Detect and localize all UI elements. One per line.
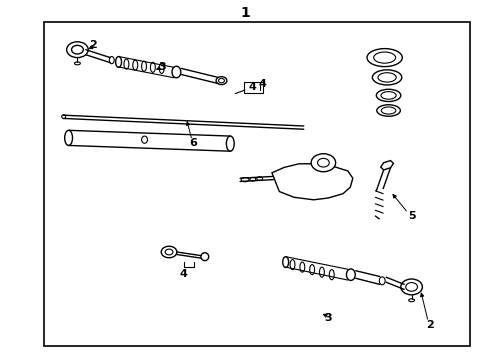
Polygon shape [272,164,353,200]
Ellipse shape [172,66,181,78]
Ellipse shape [219,78,224,83]
Polygon shape [381,161,393,170]
Circle shape [165,249,173,255]
Bar [244,82,263,93]
Ellipse shape [300,262,305,272]
Text: 4: 4 [248,82,256,93]
Ellipse shape [381,107,396,114]
Ellipse shape [377,105,400,116]
Text: 3: 3 [324,312,332,323]
Ellipse shape [374,52,395,63]
Ellipse shape [62,114,66,119]
Text: 6: 6 [190,138,197,148]
Circle shape [401,279,422,295]
Circle shape [318,158,329,167]
Text: 5: 5 [408,211,416,221]
Bar [44,22,470,346]
Ellipse shape [310,265,315,275]
Ellipse shape [216,77,227,85]
Ellipse shape [283,257,289,267]
Ellipse shape [142,136,147,143]
Circle shape [406,283,417,291]
Ellipse shape [290,260,295,270]
Circle shape [72,45,83,54]
Ellipse shape [257,177,263,180]
Ellipse shape [150,62,155,72]
Text: 4: 4 [258,79,266,89]
Text: 3: 3 [158,62,166,72]
Ellipse shape [124,59,129,69]
Ellipse shape [367,49,402,67]
Circle shape [311,154,336,172]
Ellipse shape [226,136,234,151]
Ellipse shape [133,60,138,70]
Circle shape [161,246,177,258]
Text: 1: 1 [240,6,250,19]
Text: 4: 4 [180,269,188,279]
Ellipse shape [241,177,249,182]
Circle shape [67,42,88,58]
Ellipse shape [250,177,256,181]
Ellipse shape [65,130,73,145]
Text: 2: 2 [89,40,97,50]
Ellipse shape [379,277,385,285]
Ellipse shape [376,89,401,102]
Ellipse shape [74,62,80,65]
Text: 2: 2 [426,320,434,330]
Ellipse shape [372,70,402,85]
Ellipse shape [409,299,415,302]
Ellipse shape [109,57,114,64]
Ellipse shape [116,57,122,67]
Ellipse shape [201,253,209,261]
Ellipse shape [319,267,324,277]
Ellipse shape [381,91,396,99]
Ellipse shape [346,269,355,280]
Ellipse shape [329,270,334,280]
Ellipse shape [378,73,396,82]
Ellipse shape [159,63,164,73]
Ellipse shape [142,61,147,71]
